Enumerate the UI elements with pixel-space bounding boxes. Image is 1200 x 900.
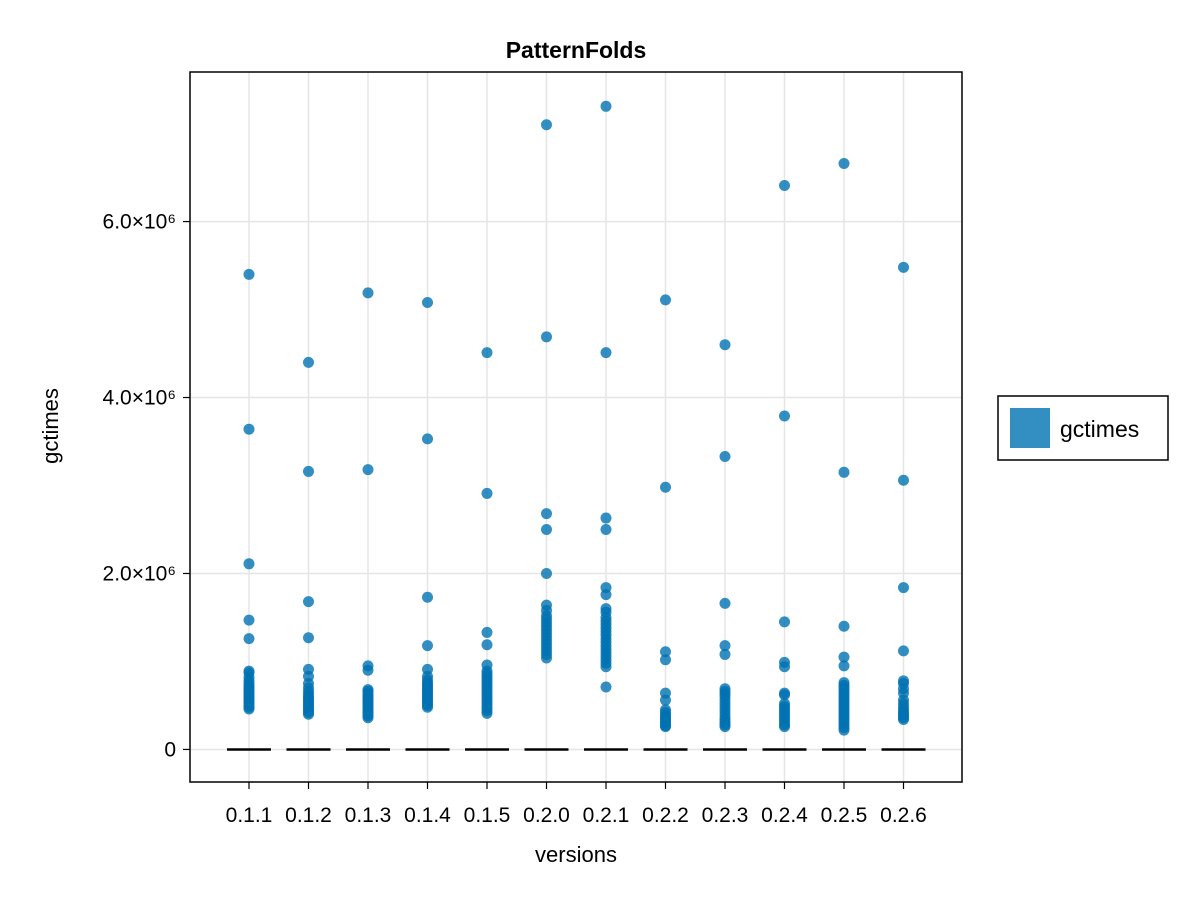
data-point [303, 632, 314, 644]
x-axis-ticks: 0.1.1 0.1.2 0.1.3 0.1.4 0.1.5 0.2.0 0.2.1 0.2.2… [226, 782, 927, 827]
data-point [541, 652, 552, 664]
data-point [541, 523, 552, 535]
data-point [719, 640, 731, 652]
x-tick-label: 0.1.3 [345, 804, 392, 827]
x-tick-label: 0.2.1 [583, 804, 630, 827]
data-point [719, 721, 731, 733]
data-point [422, 433, 433, 445]
data-point [898, 261, 909, 273]
data-point [303, 465, 314, 477]
legend: gctimes [997, 395, 1169, 461]
data-point [838, 620, 850, 632]
data-point [779, 616, 790, 628]
chart-title: PatternFolds [506, 37, 647, 63]
data-point [600, 681, 612, 693]
data-point [541, 567, 552, 579]
data-point [838, 651, 850, 663]
data-point [243, 703, 255, 715]
data-point [898, 645, 909, 657]
data-point [243, 614, 255, 626]
data-point [600, 512, 612, 524]
data-point [660, 654, 671, 666]
data-point [660, 481, 671, 493]
data-point [660, 721, 671, 733]
data-point [660, 694, 671, 706]
data-point [243, 268, 255, 280]
x-tick-label: 0.2.6 [880, 804, 927, 827]
data-point [898, 474, 909, 486]
y-tick-label: 0 [164, 738, 176, 761]
data-point [422, 640, 433, 652]
data-point [541, 331, 552, 343]
x-tick-label: 0.1.1 [226, 804, 273, 827]
x-tick-label: 0.2.4 [761, 804, 808, 827]
data-point [838, 157, 850, 169]
data-point [600, 523, 612, 535]
legend-entry-gctimes: gctimes [1060, 416, 1139, 442]
data-point [422, 591, 433, 603]
data-point [422, 701, 433, 713]
data-point [779, 179, 790, 191]
x-tick-label: 0.1.5 [464, 804, 511, 827]
data-point [898, 582, 909, 594]
data-point [362, 664, 374, 676]
data-point [838, 660, 850, 672]
data-point [600, 589, 612, 601]
data-point [481, 639, 493, 651]
data-point [362, 287, 374, 299]
data-point [481, 347, 493, 359]
x-tick-label: 0.2.2 [642, 804, 689, 827]
data-point [600, 100, 612, 112]
data-point [481, 626, 493, 638]
data-point [779, 410, 790, 422]
data-point [719, 597, 731, 609]
y-axis-label: gctimes [38, 388, 63, 464]
data-point [243, 423, 255, 435]
data-point [838, 724, 850, 736]
data-point [362, 712, 374, 724]
data-point [481, 707, 493, 719]
y-axis-ticks: 0 2.0×10⁶ 4.0×10⁶ 6.0×10⁶ [103, 211, 190, 761]
data-point [303, 708, 314, 720]
data-point [541, 508, 552, 520]
plot-frame [189, 71, 963, 783]
x-tick-label: 0.2.0 [523, 804, 570, 827]
y-tick-label: 4.0×10⁶ [103, 387, 176, 410]
x-tick-label: 0.2.5 [821, 804, 868, 827]
data-point [660, 646, 671, 658]
x-tick-label: 0.1.2 [285, 804, 332, 827]
data-point [898, 714, 909, 726]
data-point [362, 464, 374, 476]
x-tick-label: 0.1.4 [404, 804, 451, 827]
data-point [600, 661, 612, 673]
data-point [600, 347, 612, 359]
data-point [422, 297, 433, 309]
data-point [838, 466, 850, 478]
data-point [719, 450, 731, 462]
data-point [779, 721, 790, 733]
data-point [779, 661, 790, 673]
data-point [481, 487, 493, 499]
x-axis-label: versions [535, 842, 617, 867]
data-point [660, 294, 671, 306]
data-point [779, 689, 790, 701]
data-points [243, 100, 909, 736]
data-point [719, 648, 731, 660]
data-point [243, 558, 255, 570]
x-tick-label: 0.2.3 [702, 804, 749, 827]
data-point [303, 356, 314, 368]
data-point [719, 339, 731, 351]
data-point [303, 596, 314, 608]
y-tick-label: 6.0×10⁶ [103, 211, 176, 234]
y-tick-label: 2.0×10⁶ [103, 562, 176, 585]
data-point [541, 119, 552, 131]
legend-swatch [1010, 408, 1050, 448]
data-point [243, 633, 255, 645]
